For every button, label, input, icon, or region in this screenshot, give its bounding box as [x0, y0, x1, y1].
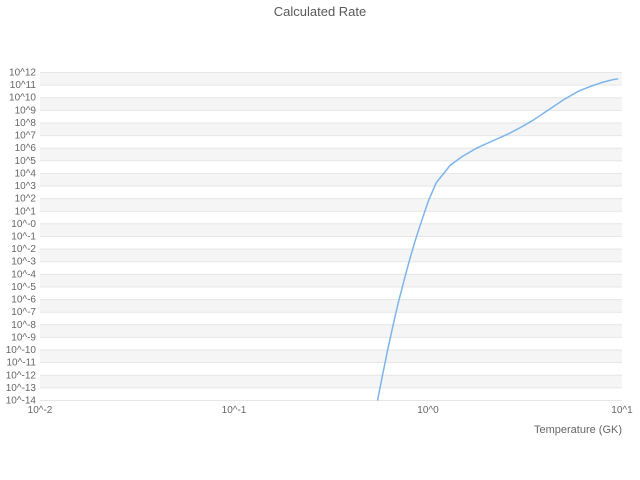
y-tick-label: 10^4	[15, 168, 37, 179]
y-tick-label: 10^-5	[11, 282, 36, 293]
y-tick-label: 10^-1	[11, 232, 36, 243]
grid-band	[40, 273, 622, 287]
y-tick-label: 10^3	[15, 181, 37, 192]
y-tick-label: 10^-2	[11, 244, 36, 255]
y-tick-label: 10^-7	[11, 307, 36, 318]
y-tick-label: 10^8	[15, 118, 37, 129]
y-tick-label: 10^1	[15, 206, 37, 217]
y-tick-label: 10^11	[10, 80, 37, 91]
x-tick-label: 10^0	[417, 405, 439, 416]
x-axis-title: Temperature (GK)	[533, 424, 622, 436]
y-tick-label: 10^-9	[11, 332, 36, 343]
y-tick-label: 10^5	[15, 156, 37, 167]
grid-band	[40, 72, 622, 85]
grid-band	[40, 122, 622, 136]
y-tick-label: 10^-3	[11, 257, 36, 268]
y-tick-label: 10^-0	[11, 219, 36, 230]
grid-band	[40, 349, 622, 363]
grid-band	[40, 299, 622, 312]
x-tick-label: 10^-1	[222, 405, 247, 416]
y-tick-label: 10^-12	[6, 370, 37, 381]
grid-band	[40, 97, 622, 110]
grid-band	[40, 324, 622, 337]
y-tick-label: 10^6	[15, 143, 37, 154]
y-tick-label: 10^-6	[11, 295, 36, 306]
x-tick-label: 10^-2	[28, 405, 53, 416]
y-tick-label: 10^-4	[11, 269, 36, 280]
grid-band	[40, 198, 622, 211]
y-tick-label: 10^-11	[6, 358, 36, 369]
y-tick-label: 10^-13	[6, 383, 37, 394]
grid-band	[40, 172, 622, 186]
y-tick-label: 10^10	[9, 93, 36, 104]
grid-band	[40, 374, 622, 388]
grid-band	[40, 147, 622, 161]
y-tick-label: 10^-10	[6, 345, 37, 356]
y-tick-label: 10^-8	[11, 320, 36, 331]
rate-line-series	[376, 78, 619, 401]
y-tick-label: 10^2	[15, 194, 37, 205]
y-tick-label: 10^9	[15, 105, 37, 116]
y-tick-label: 10^7	[15, 131, 37, 142]
y-tick-label: 10^-14	[6, 396, 37, 407]
grid-band	[40, 223, 622, 236]
x-tick-label: 10^1	[611, 405, 633, 416]
y-tick-label: 10^12	[9, 68, 36, 79]
grid-band	[40, 248, 622, 262]
chart-title: Calculated Rate	[273, 4, 367, 19]
